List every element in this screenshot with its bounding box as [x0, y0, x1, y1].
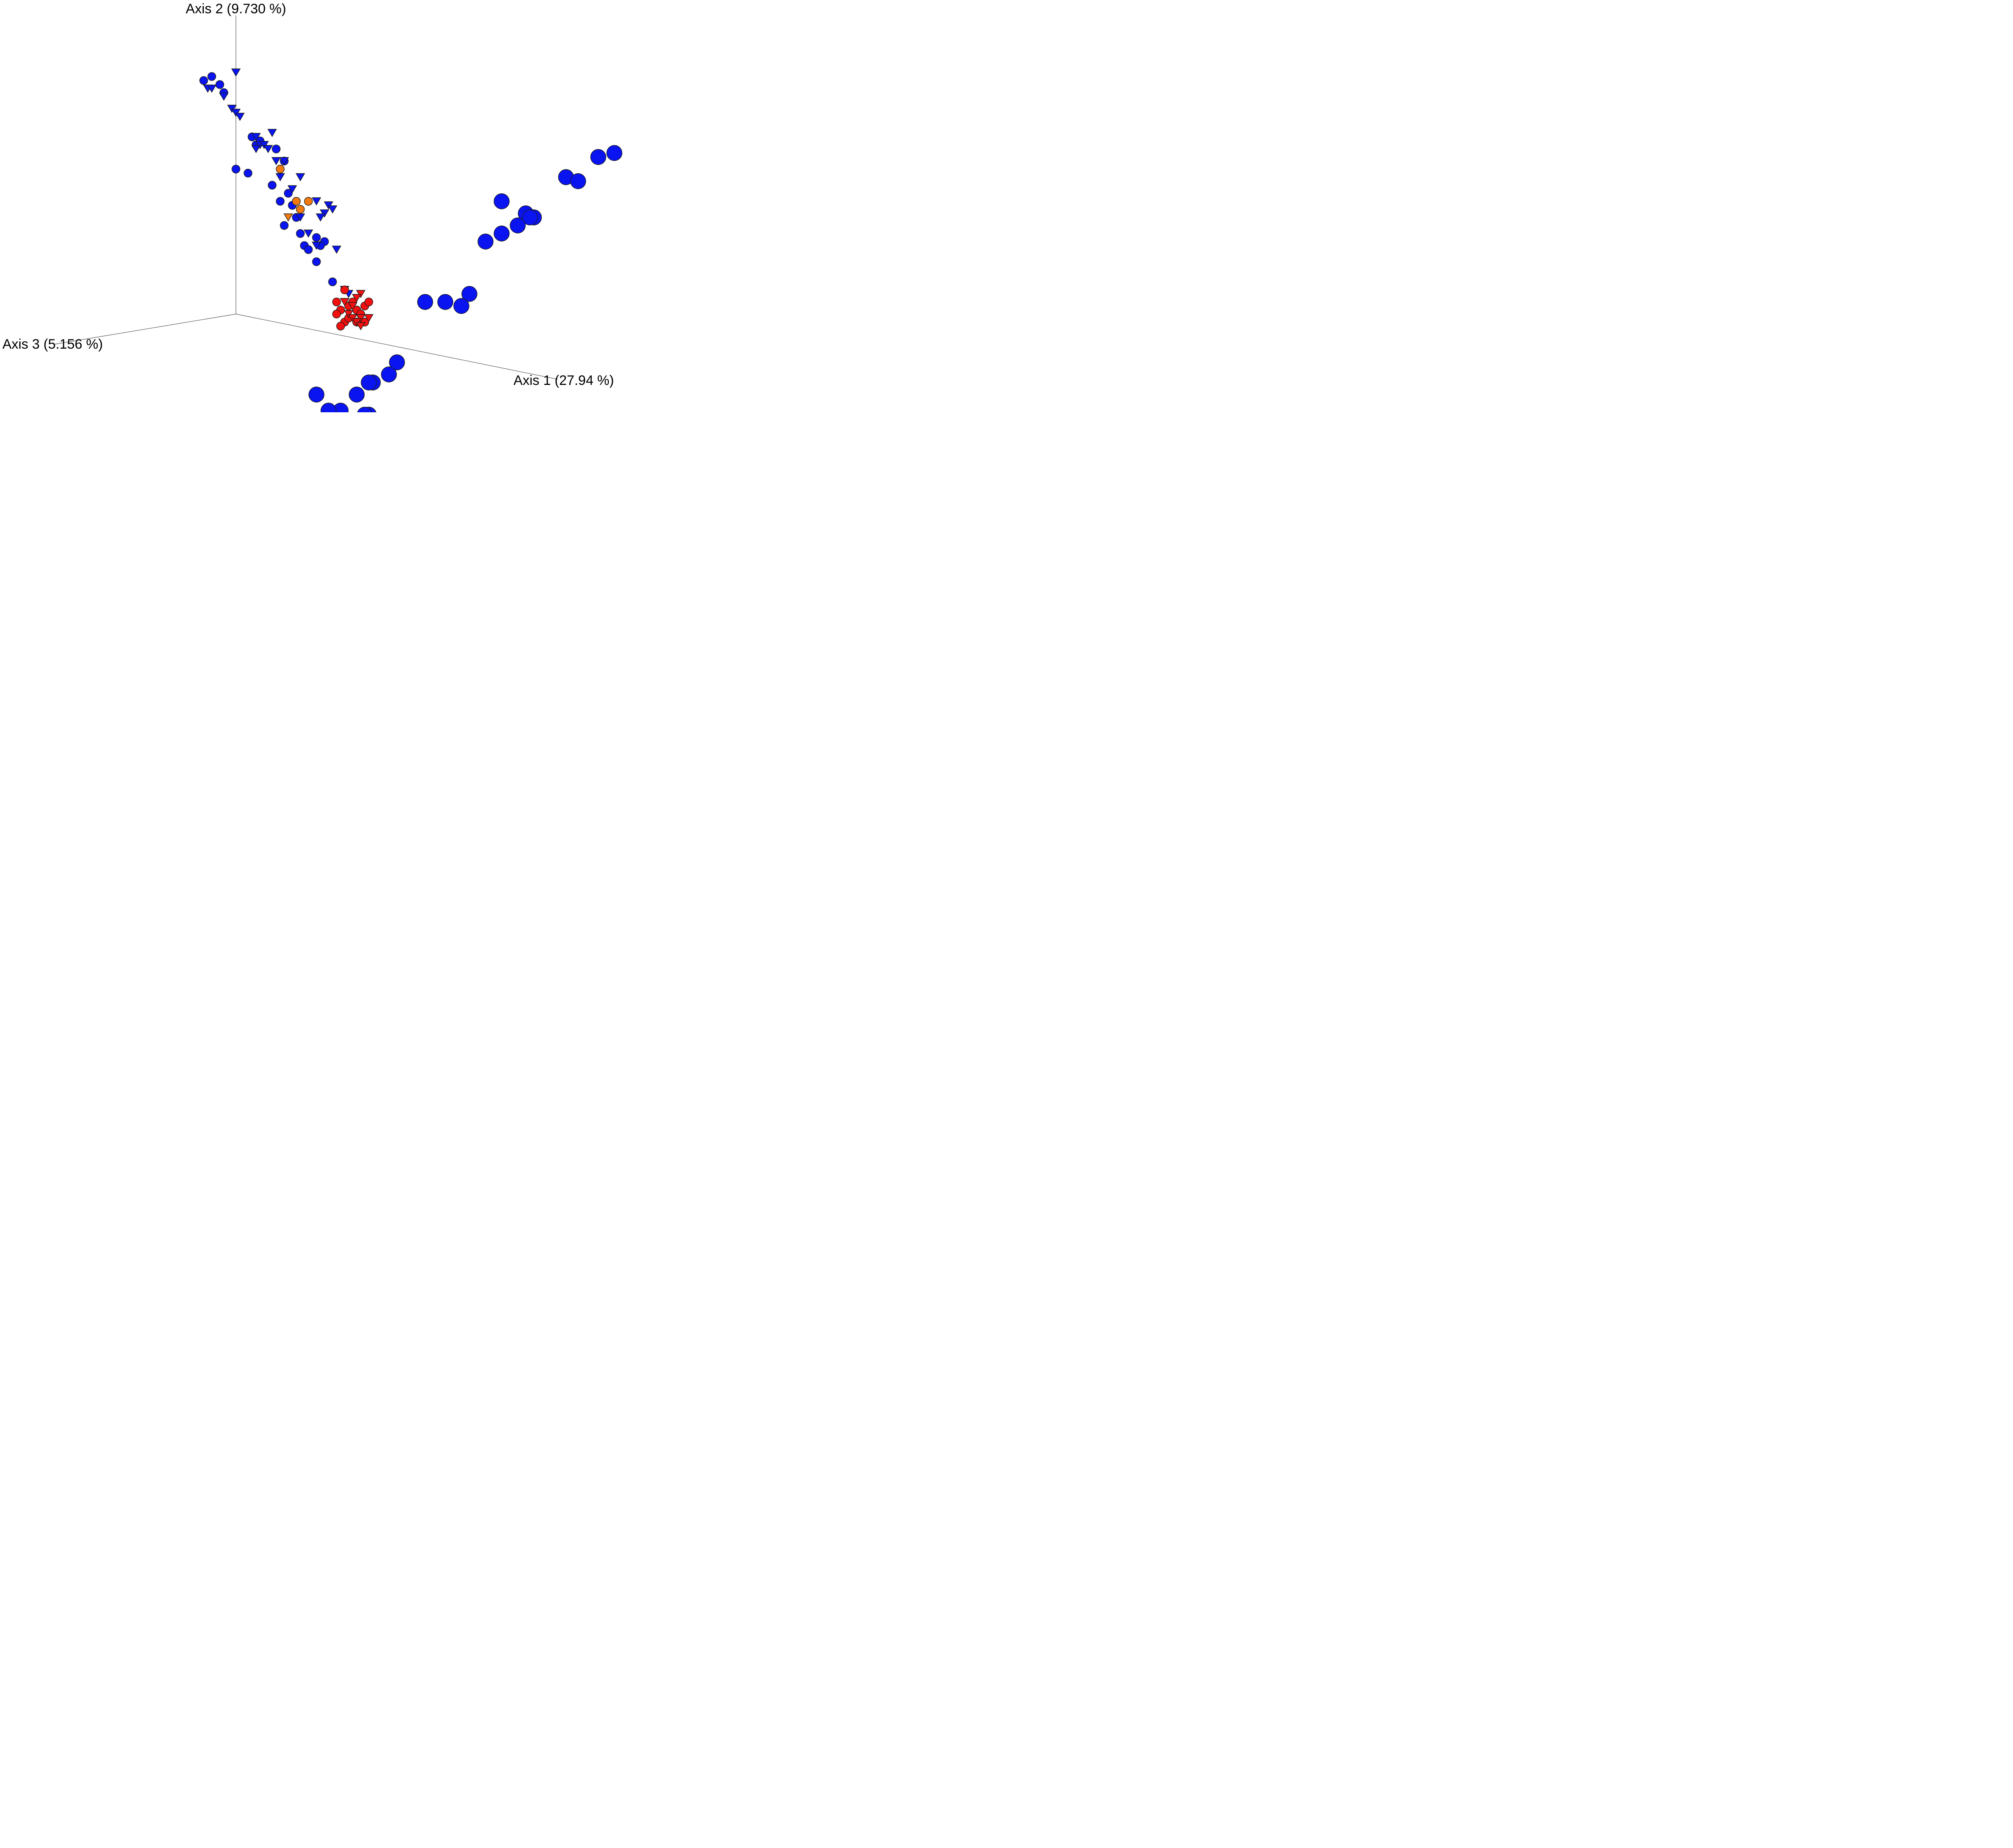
point-blue-triangle-down-1-6 [235, 113, 245, 121]
point-blue-circle-6-20 [308, 387, 324, 403]
point-blue-circle-6-22 [320, 403, 337, 412]
point-blue-triangle-down-1-10 [259, 141, 269, 149]
point-orange-triangle-down-3-0 [283, 213, 293, 222]
point-red-triangle-down-5-6 [364, 314, 374, 322]
point-blue-triangle-down-1-7 [251, 133, 261, 141]
point-red-triangle-down-5-7 [348, 314, 358, 322]
point-blue-circle-0-21 [304, 245, 313, 254]
point-blue-circle-6-16 [381, 366, 397, 382]
point-blue-triangle-down-1-20 [328, 205, 337, 214]
point-blue-circle-0-2 [215, 80, 224, 89]
point-blue-circle-0-11 [268, 181, 277, 190]
point-red-circle-4-9 [332, 310, 341, 318]
point-blue-circle-6-4 [494, 193, 510, 209]
axis-3-line [54, 314, 236, 345]
point-blue-circle-6-9 [494, 225, 510, 242]
point-blue-circle-0-23 [312, 257, 321, 266]
point-blue-circle-6-3 [570, 173, 586, 189]
point-blue-circle-6-24 [357, 407, 372, 412]
point-blue-circle-0-7 [272, 145, 281, 153]
point-blue-triangle-down-1-14 [279, 157, 289, 165]
axis-1-line [236, 314, 558, 380]
point-blue-circle-6-18 [361, 374, 377, 391]
point-blue-circle-0-24 [328, 277, 337, 286]
point-blue-triangle-down-1-16 [296, 173, 305, 182]
point-blue-circle-6-7 [522, 209, 538, 225]
point-blue-triangle-down-1-0 [231, 68, 241, 77]
point-blue-circle-6-8 [510, 217, 526, 234]
point-blue-triangle-down-1-18 [312, 197, 321, 206]
point-blue-triangle-down-1-15 [275, 173, 285, 182]
point-blue-circle-0-16 [280, 221, 289, 230]
point-red-circle-4-8 [364, 298, 373, 306]
point-blue-circle-0-1 [207, 72, 216, 81]
point-blue-circle-6-1 [590, 149, 606, 165]
point-red-triangle-down-5-9 [356, 322, 366, 331]
point-red-triangle-down-5-1 [352, 294, 362, 302]
point-blue-triangle-down-1-3 [219, 93, 229, 101]
scatter-plot-3d: Axis 2 (9.730 %) Axis 3 (5.156 %) Axis 1… [2, 1, 622, 412]
point-blue-circle-0-0 [199, 76, 208, 85]
point-blue-triangle-down-1-8 [267, 129, 277, 137]
point-orange-circle-2-1 [292, 197, 301, 206]
point-blue-circle-6-10 [477, 234, 494, 250]
point-red-circle-4-14 [336, 322, 345, 331]
data-points [199, 68, 622, 412]
point-red-triangle-down-5-0 [356, 290, 366, 298]
point-blue-circle-6-14 [453, 298, 469, 314]
point-blue-triangle-down-1-4 [227, 105, 237, 113]
point-orange-circle-2-0 [276, 165, 285, 174]
point-blue-triangle-down-1-13 [271, 157, 281, 165]
point-red-triangle-down-5-8 [352, 318, 362, 327]
point-blue-triangle-down-1-19 [324, 201, 333, 210]
point-red-circle-4-1 [332, 298, 341, 306]
point-blue-triangle-down-1-21 [320, 209, 329, 218]
point-red-triangle-down-5-3 [344, 310, 353, 318]
point-blue-circle-0-9 [231, 165, 240, 174]
point-blue-circle-0-17 [296, 229, 305, 238]
point-blue-triangle-down-1-12 [263, 145, 273, 153]
point-blue-triangle-down-1-25 [312, 242, 321, 250]
point-blue-circle-6-13 [417, 294, 433, 310]
point-blue-triangle-down-1-5 [231, 109, 241, 117]
axis-1-label: Axis 1 (27.94 %) [514, 373, 614, 388]
point-red-triangle-down-5-2 [340, 298, 349, 306]
point-blue-triangle-down-1-2 [207, 85, 217, 93]
point-blue-circle-0-18 [312, 233, 321, 242]
point-blue-circle-0-13 [276, 197, 285, 206]
axis-2-label: Axis 2 (9.730 %) [186, 1, 286, 17]
point-blue-circle-6-11 [461, 286, 477, 302]
point-red-triangle-down-5-4 [348, 302, 358, 310]
point-blue-triangle-down-1-26 [332, 246, 341, 254]
point-red-circle-4-0 [340, 285, 349, 294]
point-orange-circle-2-3 [296, 205, 305, 214]
point-blue-triangle-down-1-24 [304, 229, 313, 238]
point-blue-circle-6-19 [349, 387, 365, 403]
axis-3-label: Axis 3 (5.156 %) [2, 337, 103, 352]
point-blue-circle-6-0 [606, 145, 622, 161]
point-blue-triangle-down-1-11 [251, 145, 261, 153]
point-blue-circle-6-12 [437, 294, 453, 310]
point-orange-circle-2-2 [304, 197, 313, 206]
point-blue-triangle-down-1-23 [296, 213, 305, 222]
point-blue-circle-0-10 [244, 169, 252, 178]
point-blue-circle-6-15 [389, 354, 405, 370]
point-blue-triangle-down-1-17 [287, 185, 297, 194]
point-blue-triangle-down-1-22 [316, 213, 325, 222]
point-red-triangle-down-5-5 [356, 314, 366, 322]
